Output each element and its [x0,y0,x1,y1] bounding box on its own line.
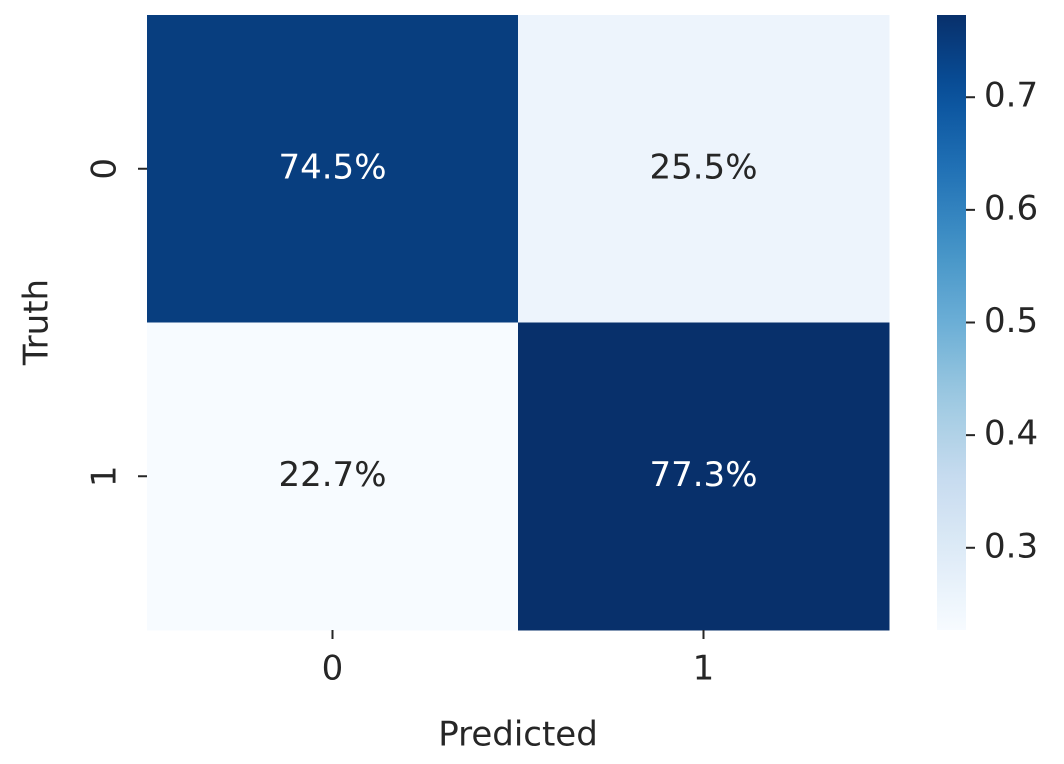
cell-label: 22.7% [278,455,386,495]
cell-label: 74.5% [278,147,386,187]
x-axis-label: Predicted [438,715,598,755]
heatmap-cell [518,15,890,323]
colorbar-tick-label: 0.7 [984,76,1038,116]
colorbar-tick-label: 0.6 [984,188,1038,228]
colorbar [937,15,966,630]
x-tick-label: 0 [322,649,344,689]
heatmap-cell [518,322,890,631]
colorbar-tick-label: 0.4 [984,414,1038,454]
colorbar-tick-label: 0.5 [984,301,1038,341]
y-tick-label: 1 [85,465,125,487]
x-tick-label: 1 [693,649,715,689]
heatmap-cell [147,322,519,631]
y-axis-label: Truth [17,279,57,366]
colorbar-tick-label: 0.3 [984,526,1038,566]
cell-label: 25.5% [649,147,757,187]
y-tick-label: 0 [85,158,125,180]
cell-label: 77.3% [649,455,757,495]
heatmap-cell [147,15,519,323]
